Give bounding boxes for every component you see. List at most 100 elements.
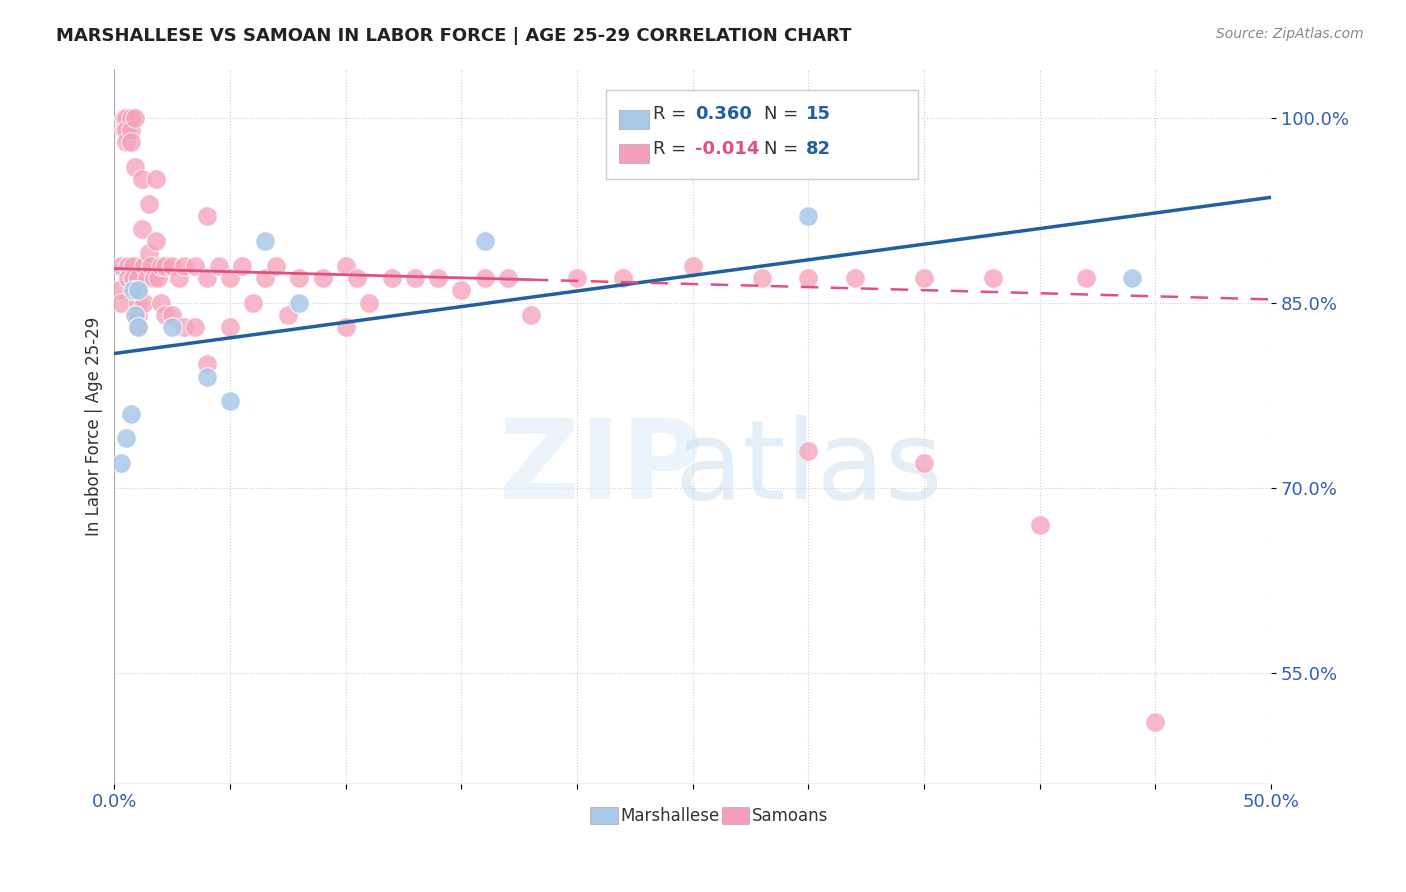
Point (112, 123, 135, 137)
Point (145, 234, 167, 248)
Point (1144, 714, 1167, 729)
Point (122, 271, 145, 285)
Point (253, 234, 276, 248)
Point (173, 320, 195, 334)
Point (122, 284, 145, 298)
Point (1121, 271, 1143, 285)
Point (110, 295, 132, 310)
Point (184, 320, 207, 334)
Point (404, 271, 426, 285)
Point (450, 284, 472, 298)
Point (797, 210, 820, 224)
Point (115, 136, 138, 150)
Point (120, 123, 142, 137)
Point (127, 284, 149, 298)
Point (127, 308, 149, 322)
Point (1074, 271, 1097, 285)
FancyBboxPatch shape (619, 144, 648, 163)
Point (219, 320, 242, 334)
Point (565, 271, 588, 285)
Point (115, 111, 138, 125)
Text: 82: 82 (806, 140, 831, 158)
Text: N =: N = (765, 104, 804, 122)
Point (682, 259, 704, 273)
Point (138, 246, 160, 260)
Point (162, 320, 184, 334)
Point (231, 259, 253, 273)
Point (134, 295, 156, 310)
Point (195, 358, 218, 372)
Point (124, 111, 146, 125)
Point (145, 172, 167, 186)
Point (131, 221, 153, 235)
Point (496, 271, 519, 285)
Point (983, 271, 1005, 285)
Point (117, 259, 139, 273)
Text: Samoans: Samoans (752, 806, 828, 825)
Point (195, 369, 218, 384)
Point (520, 308, 543, 322)
Point (184, 259, 207, 273)
Point (162, 259, 184, 273)
FancyBboxPatch shape (589, 807, 617, 824)
Point (797, 271, 820, 285)
Point (357, 295, 380, 310)
Point (117, 271, 139, 285)
Text: Source: ZipAtlas.com: Source: ZipAtlas.com (1216, 27, 1364, 41)
Point (474, 234, 496, 248)
Point (138, 197, 160, 211)
Text: 15: 15 (806, 104, 831, 122)
Point (167, 271, 190, 285)
Point (219, 394, 242, 409)
Point (115, 431, 138, 445)
Point (195, 271, 218, 285)
Point (288, 295, 311, 310)
Point (135, 271, 157, 285)
Point (142, 271, 165, 285)
Point (912, 456, 935, 470)
Point (474, 271, 496, 285)
Text: R =: R = (654, 140, 692, 158)
Point (148, 271, 170, 285)
Point (346, 271, 368, 285)
Point (277, 308, 299, 322)
Point (127, 320, 149, 334)
Point (266, 259, 288, 273)
Point (155, 308, 177, 322)
Point (127, 271, 149, 285)
Point (335, 259, 357, 273)
Point (127, 320, 149, 334)
Point (127, 284, 149, 298)
Point (381, 271, 404, 285)
Point (253, 271, 276, 285)
Point (797, 443, 820, 458)
Point (751, 271, 773, 285)
Point (120, 407, 142, 421)
Y-axis label: In Labor Force | Age 25-29: In Labor Force | Age 25-29 (86, 317, 103, 536)
Text: R =: R = (654, 104, 692, 122)
Point (162, 308, 184, 322)
Point (110, 456, 132, 470)
FancyBboxPatch shape (606, 90, 918, 179)
Text: -0.014: -0.014 (695, 140, 759, 158)
Point (131, 172, 153, 186)
Text: atlas: atlas (673, 416, 942, 523)
Point (108, 284, 131, 298)
Text: 0.360: 0.360 (695, 104, 752, 122)
Text: ZIP: ZIP (499, 416, 702, 523)
Point (124, 308, 146, 322)
Point (120, 136, 142, 150)
Point (115, 123, 138, 137)
Point (912, 271, 935, 285)
Point (112, 111, 135, 125)
Point (149, 295, 172, 310)
Point (335, 320, 357, 334)
FancyBboxPatch shape (619, 110, 648, 129)
Point (1029, 517, 1052, 532)
FancyBboxPatch shape (721, 807, 749, 824)
Point (120, 111, 142, 125)
Point (219, 271, 242, 285)
Point (207, 259, 229, 273)
Point (127, 295, 149, 310)
Point (124, 160, 146, 174)
